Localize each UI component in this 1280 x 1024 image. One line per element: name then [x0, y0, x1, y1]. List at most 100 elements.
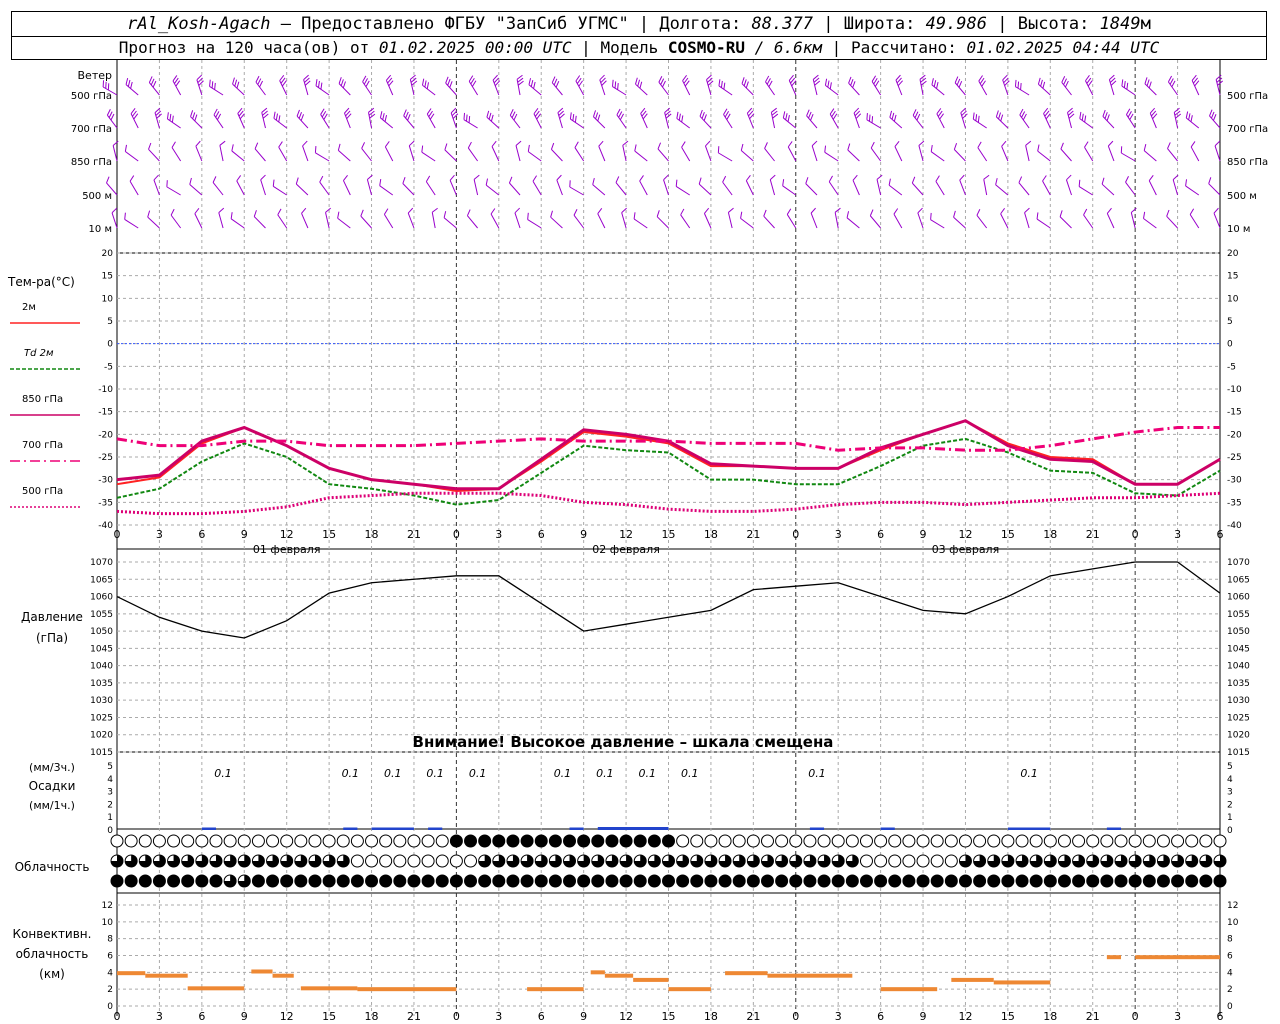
wind-barb-flag — [1004, 80, 1010, 86]
cloud-symbol — [732, 874, 746, 888]
wind-barb — [556, 174, 563, 196]
wind-barb — [1213, 207, 1221, 229]
precip-panel: (мм/3ч.) Осадки (мм/1ч.) 5 54 43 32 21 10 00.1… — [29, 761, 1233, 836]
wind-barb-staff — [824, 151, 839, 162]
time-tick-bottom: 0 — [453, 1010, 460, 1023]
time-tick-bottom: 9 — [580, 1010, 587, 1023]
wind-barb-staff — [426, 113, 436, 129]
wind-barb — [445, 76, 457, 96]
wind-barb-staff — [189, 184, 203, 196]
wind-barb-staff — [977, 147, 988, 162]
wind-barb-flag — [1217, 80, 1224, 86]
wind-barb-staff — [473, 179, 479, 196]
wind-barb-flag — [920, 80, 927, 86]
wind-barb-staff — [170, 214, 182, 229]
precip-value: 0.1 — [681, 767, 699, 780]
wind-barb — [983, 174, 990, 196]
cloud-fill — [492, 835, 505, 847]
cloud-circle — [690, 834, 704, 848]
cloud-circle — [110, 834, 124, 848]
wind-barb — [1143, 211, 1157, 229]
cloud-circle — [1043, 834, 1057, 848]
wind-barb — [189, 177, 203, 196]
wind-barb-flag — [665, 113, 672, 119]
wind-barb-flag — [956, 78, 961, 86]
cloud-circle — [435, 834, 449, 848]
cloud-symbol — [110, 834, 124, 848]
wind-barb-flag — [1172, 174, 1179, 180]
wind-barb — [343, 107, 352, 129]
wind-barb-staff — [421, 151, 436, 162]
wind-barb-flag — [1173, 107, 1180, 113]
wind-barb — [1166, 209, 1178, 229]
cloud-circle — [152, 834, 166, 848]
wind-barb-staff — [769, 179, 776, 196]
wind-barb-flag — [361, 142, 366, 149]
wind-barb-flag — [936, 81, 939, 89]
cloud-fill — [1100, 875, 1113, 887]
wind-barb-flag — [640, 107, 646, 114]
wind-barb — [848, 76, 860, 96]
cloud-symbol — [746, 874, 760, 888]
wind-barb-flag — [657, 142, 662, 150]
wind-barb — [342, 174, 351, 196]
wind-barb-staff — [960, 112, 966, 129]
wind-barb — [852, 174, 860, 196]
wind-barb — [170, 208, 182, 229]
cloud-circle — [676, 834, 690, 848]
cloud-symbol — [464, 834, 478, 848]
wind-barb-flag — [319, 175, 324, 183]
wind-barb-staff — [682, 80, 691, 96]
wind-barb-flag — [169, 113, 172, 121]
wind-barb-flag — [466, 209, 471, 216]
wind-barb — [1043, 107, 1051, 129]
wind-barb-flag — [592, 177, 595, 185]
wind-barb — [296, 109, 309, 129]
cloud-fill — [1157, 875, 1170, 887]
wind-barb-flag — [424, 80, 427, 88]
wind-barb-flag — [846, 211, 850, 218]
wind-barb — [528, 78, 542, 96]
cloud-symbol — [421, 834, 435, 848]
wind-barb — [846, 211, 860, 229]
precip-bar — [597, 827, 669, 830]
precip-bar — [201, 827, 216, 830]
pressure-tick-left: 1025 — [90, 713, 113, 723]
cloud-symbol — [676, 854, 690, 868]
wind-barb-staff — [408, 145, 415, 162]
cloud-symbol — [294, 874, 308, 888]
wind-barb-flag — [723, 82, 726, 90]
cloud-symbol — [817, 854, 831, 868]
wind-barb-staff — [764, 148, 775, 162]
wind-barb-staff — [869, 215, 881, 229]
wind-barb-staff — [1015, 86, 1030, 96]
wind-barb-flag — [231, 144, 234, 152]
wind-barb — [639, 175, 648, 196]
wind-barb-staff — [325, 212, 330, 229]
time-tick: 18 — [704, 528, 718, 541]
cloud-symbol — [365, 834, 379, 848]
wind-barb-flag — [198, 80, 204, 86]
wind-barb-flag — [701, 112, 705, 119]
wind-barb-flag — [189, 177, 192, 185]
cloud-symbol — [1001, 874, 1015, 888]
wind-barb-flag — [384, 141, 390, 148]
cloud-symbol — [322, 834, 336, 848]
wind-barb — [976, 209, 988, 229]
wind-barb-flag — [741, 77, 745, 84]
cloud-symbol — [138, 834, 152, 848]
wind-barb-staff — [302, 145, 309, 162]
cloud-fill — [266, 855, 279, 867]
wind-barb-staff — [551, 149, 563, 162]
cloud-symbol — [393, 874, 407, 888]
precip-value: 0.1 — [469, 767, 487, 780]
cloud-circle — [1128, 834, 1142, 848]
cloud-symbol — [845, 874, 859, 888]
cloud-fill — [167, 875, 180, 887]
wind-barb — [1083, 208, 1094, 229]
wind-barb-staff — [1190, 146, 1200, 162]
wind-barb-flag — [743, 79, 747, 86]
wind-level-label-right: 10 м — [1227, 224, 1250, 235]
cloud-fill — [1044, 855, 1057, 867]
cloud-fill — [549, 835, 562, 847]
